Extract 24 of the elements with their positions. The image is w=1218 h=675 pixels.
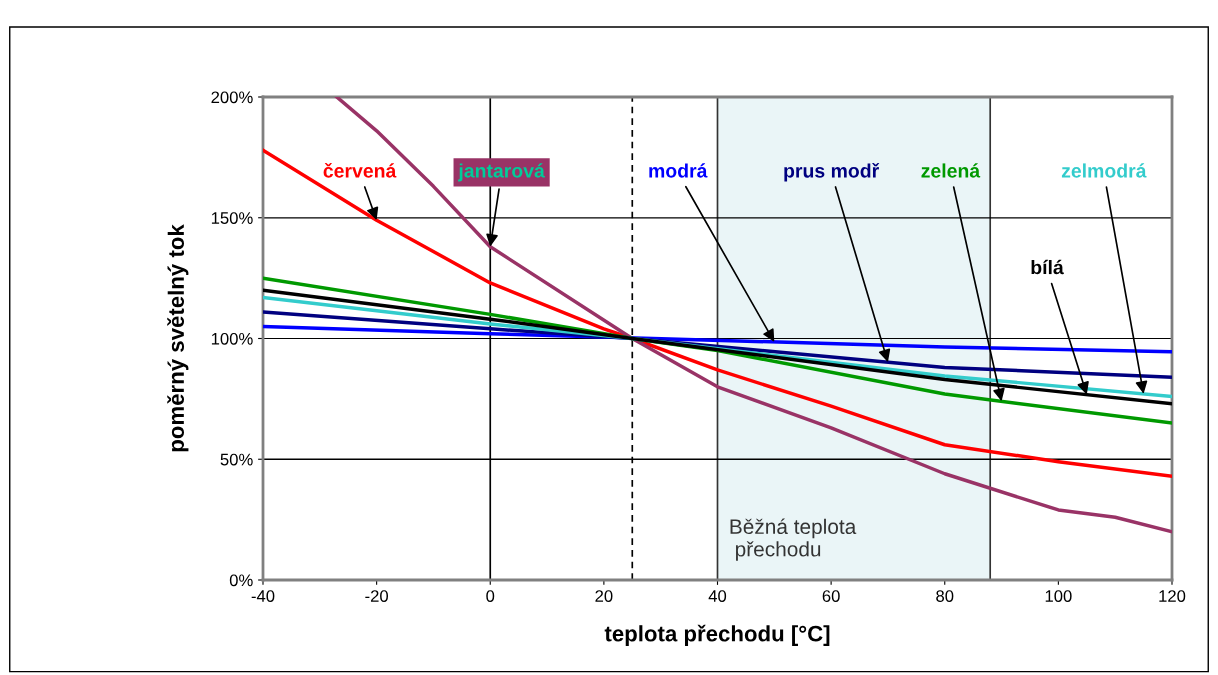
y-tick-label: 150% (211, 212, 253, 224)
x-tick-label: -20 (365, 590, 389, 602)
y-tick-label: 200% (211, 91, 253, 104)
series-label: červená (323, 162, 397, 178)
y-axis-title: poměrný světelný tok (167, 224, 189, 452)
text: bílá (1031, 259, 1064, 275)
y-tick-label: 0% (229, 574, 253, 587)
x-tick-label: 100 (1045, 590, 1072, 602)
x-tick-label: 40 (708, 590, 727, 602)
text: zelená (921, 163, 981, 178)
x-tick-label: -40 (251, 590, 275, 602)
y-tick-label: 100% (211, 332, 253, 345)
text: prus modř (784, 162, 880, 182)
x-tick-label: 60 (822, 590, 840, 602)
text: modrá (649, 163, 708, 178)
x-tick-label: 0 (486, 590, 495, 602)
x-tick-label: 120 (1159, 590, 1186, 602)
band-label: Běžná teplota přechodu (730, 518, 857, 561)
series-label: jantarová (458, 163, 545, 182)
x-axis-title: teplota přechodu [°C] (604, 624, 830, 646)
x-tick-label: 80 (936, 590, 954, 602)
y-tick-label: 50% (220, 453, 253, 466)
text: zelmodrá (1061, 163, 1147, 178)
x-tick-label: 20 (595, 590, 613, 602)
